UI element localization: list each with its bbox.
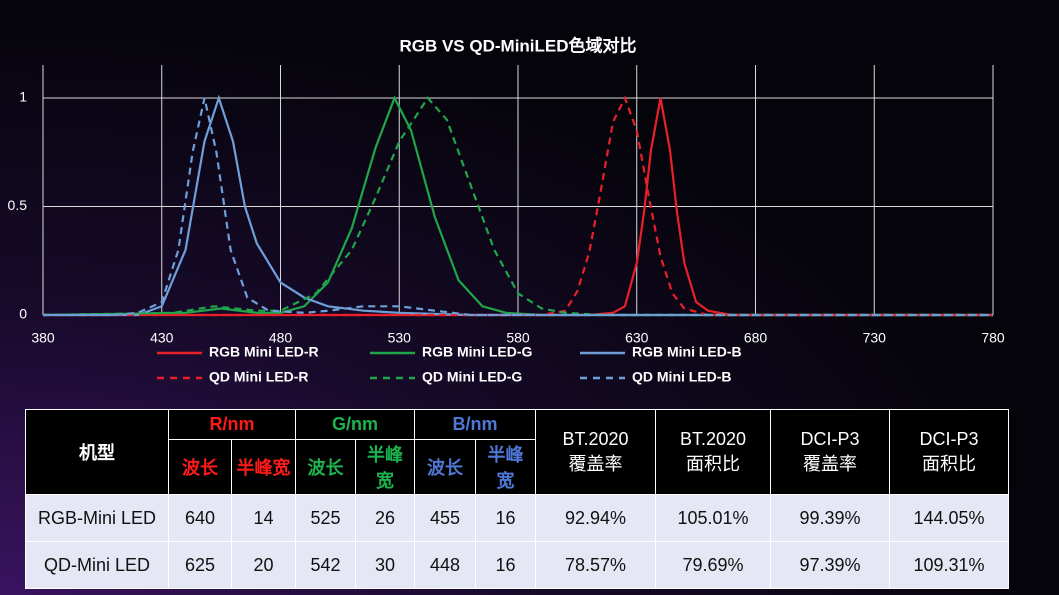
header-cell: R/nm: [168, 409, 296, 440]
table-cell: 525: [295, 494, 356, 542]
header-cell: 波长: [295, 439, 356, 495]
header-cell: 波长: [414, 439, 477, 495]
x-tick-label: 780: [981, 330, 1005, 346]
series-line: [43, 94, 993, 317]
y-tick-label: 1: [19, 89, 27, 105]
legend-label: RGB Mini LED-B: [632, 344, 742, 360]
table-cell: 97.39%: [770, 541, 891, 589]
x-tick-label: 680: [744, 330, 768, 346]
header-cell: 半峰宽: [354, 439, 416, 495]
table-row: RGB-Mini LED 640 14 525 26 455 16 92.94% 105.01%…: [25, 494, 1010, 542]
series-line: [43, 97, 993, 317]
x-tick-label: 430: [150, 330, 174, 346]
x-tick-label: 630: [625, 330, 649, 346]
y-tick-label: 0: [19, 306, 27, 322]
legend-label: QD Mini LED-G: [422, 369, 522, 385]
x-tick-label: 730: [863, 330, 887, 346]
x-tick-label: 480: [269, 330, 293, 346]
series-line: [43, 97, 993, 317]
table-cell: 78.57%: [535, 541, 657, 589]
header-cell: 半峰宽: [231, 439, 296, 495]
legend-label: QD Mini LED-B: [632, 369, 732, 385]
series-line: [42, 95, 993, 317]
table-cell: 26: [354, 494, 416, 542]
y-tick-label: 0.5: [8, 197, 28, 213]
series-line: [43, 95, 993, 317]
table-cell: 144.05%: [889, 494, 1010, 542]
chart: RGB VS QD-MiniLED色域对比 380 430 480 530 580 630…: [8, 35, 1005, 385]
table-cell: 30: [354, 541, 416, 589]
legend-label: QD Mini LED-R: [209, 369, 309, 385]
legend-label: RGB Mini LED-G: [422, 344, 533, 360]
header-cell: DCI-P3 面积比: [889, 409, 1010, 495]
table-cell: 16: [475, 494, 537, 542]
spec-table: 机型 R/nm G/nm B/nm BT.2020 覆盖率 BT.2020 面积…: [25, 409, 1010, 589]
table-cell: 20: [231, 541, 296, 589]
header-cell: DCI-P3 覆盖率: [770, 409, 891, 495]
legend-label: RGB Mini LED-R: [209, 344, 319, 360]
table-cell: 105.01%: [655, 494, 772, 542]
table-cell: 455: [414, 494, 477, 542]
x-tick-label: 380: [31, 330, 55, 346]
header-cell: 半峰宽: [475, 439, 537, 495]
table-cell: 16: [475, 541, 537, 589]
header-cell: B/nm: [414, 409, 537, 440]
header-cell: BT.2020 面积比: [655, 409, 772, 495]
table-cell: 640: [168, 494, 232, 542]
series-line: [42, 96, 993, 317]
table-cell: 14: [231, 494, 296, 542]
x-tick-label: 530: [388, 330, 412, 346]
table-cell: 448: [414, 541, 477, 589]
header-cell: G/nm: [294, 409, 416, 440]
table-cell: 92.94%: [535, 494, 657, 542]
chart-title: RGB VS QD-MiniLED色域对比: [399, 35, 636, 55]
header-cell: 波长: [168, 439, 232, 495]
table-cell: 625: [168, 541, 232, 589]
table-cell: 109.31%: [889, 541, 1010, 589]
header-cell: BT.2020 覆盖率: [535, 409, 657, 495]
x-tick-label: 580: [506, 330, 530, 346]
header-cell: 机型: [25, 409, 169, 495]
table-cell: QD-Mini LED: [25, 541, 169, 589]
table-cell: 542: [295, 541, 356, 589]
table-cell: 79.69%: [655, 541, 772, 589]
table-cell: RGB-Mini LED: [25, 494, 169, 542]
table-body: RGB-Mini LED 640 14 525 26 455 16 92.94% 105.01%…: [25, 494, 1010, 589]
table-row: QD-Mini LED 625 20 542 30 448 16 78.57% 79.69% 97…: [25, 541, 1010, 589]
table-cell: 99.39%: [770, 494, 891, 542]
